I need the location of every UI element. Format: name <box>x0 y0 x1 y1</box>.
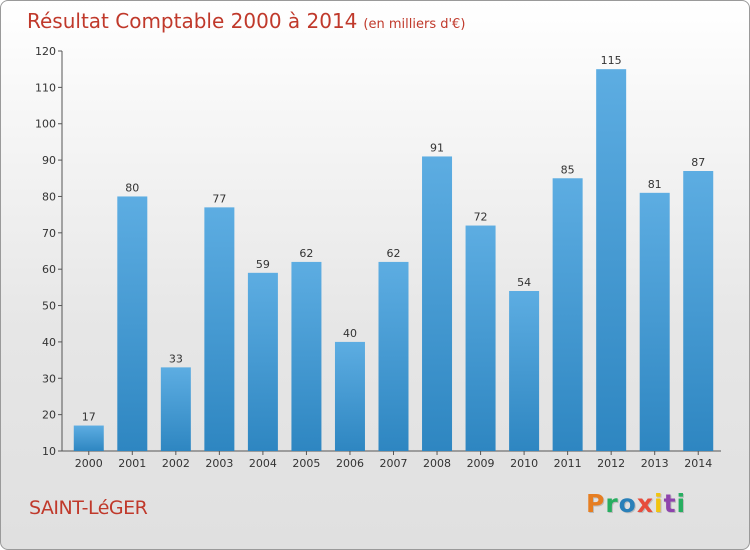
x-tick-label: 2003 <box>205 457 233 470</box>
x-tick-label: 2002 <box>162 457 190 470</box>
bar-value-label: 91 <box>430 141 444 154</box>
y-tick-label: 90 <box>42 154 56 167</box>
y-tick-label: 100 <box>35 118 56 131</box>
bar-value-label: 77 <box>212 192 226 205</box>
x-tick-label: 2014 <box>684 457 712 470</box>
x-tick-label: 2010 <box>510 457 538 470</box>
x-tick-label: 2001 <box>118 457 146 470</box>
chart-title: Résultat Comptable 2000 à 2014 (en millie… <box>27 9 465 33</box>
chart-subtitle: (en milliers d'€) <box>363 17 466 32</box>
bar-2000 <box>73 425 104 451</box>
bar-value-label: 40 <box>343 327 357 340</box>
bar-2009 <box>465 225 496 451</box>
y-tick-label: 50 <box>42 300 56 313</box>
bar-2012 <box>596 69 627 451</box>
x-tick-label: 2005 <box>292 457 320 470</box>
bar-2004 <box>247 272 278 451</box>
logo-letter: o <box>618 489 637 518</box>
bar-value-label: 59 <box>256 258 270 271</box>
bar-value-label: 54 <box>517 276 531 289</box>
x-tick-label: 2007 <box>380 457 408 470</box>
x-tick-label: 2013 <box>641 457 669 470</box>
y-tick-label: 70 <box>42 227 56 240</box>
x-tick-label: 2011 <box>554 457 582 470</box>
x-tick-label: 2006 <box>336 457 364 470</box>
bar-2005 <box>291 261 322 451</box>
logo-letter: x <box>636 489 654 518</box>
bar-value-label: 115 <box>601 54 622 67</box>
y-tick-label: 110 <box>35 81 56 94</box>
bar-value-label: 72 <box>474 211 488 224</box>
bar-value-label: 81 <box>648 178 662 191</box>
x-tick-label: 2000 <box>75 457 103 470</box>
bar-value-label: 33 <box>169 352 183 365</box>
y-tick-label: 80 <box>42 190 56 203</box>
bar-2003 <box>204 207 235 451</box>
chart-bars: 17 80 33 77 59 62 40 62 91 72 54 85 115 81 87 <box>73 54 714 452</box>
proxiti-logo: Proxiti <box>586 489 686 518</box>
bar-2002 <box>160 367 191 451</box>
y-tick-label: 30 <box>42 372 56 385</box>
chart-title-text: Résultat Comptable 2000 à 2014 <box>27 9 358 33</box>
logo-letter: i <box>676 489 687 518</box>
logo-letter: t <box>663 489 677 518</box>
bar-value-label: 62 <box>299 247 313 260</box>
bar-value-label: 17 <box>82 411 96 424</box>
bar-2006 <box>334 341 365 451</box>
y-tick-label: 20 <box>42 409 56 422</box>
y-tick-label: 60 <box>42 263 56 276</box>
city-name: SAINT-LéGER <box>29 497 148 519</box>
bar-2008 <box>422 156 453 452</box>
bar-2013 <box>639 192 670 451</box>
logo-letter: i <box>654 489 664 518</box>
bar-value-label: 85 <box>561 163 575 176</box>
bar-value-label: 87 <box>691 156 705 169</box>
y-tick-label: 120 <box>35 45 56 58</box>
bar-2010 <box>509 291 540 451</box>
x-tick-label: 2009 <box>467 457 495 470</box>
x-tick-label: 2004 <box>249 457 277 470</box>
logo-letter: P <box>586 489 606 518</box>
bar-value-label: 62 <box>387 247 401 260</box>
bar-2014 <box>683 171 714 451</box>
x-tick-label: 2008 <box>423 457 451 470</box>
bar-value-label: 80 <box>125 181 139 194</box>
y-tick-label: 40 <box>42 336 56 349</box>
x-tick-label: 2012 <box>597 457 625 470</box>
bar-2007 <box>378 261 409 451</box>
logo-letter: r <box>605 489 619 518</box>
chart-axes: 10 20 30 40 50 60 70 80 90 100 110 120 2000 2001 2002 2… <box>35 45 721 470</box>
bar-2001 <box>117 196 148 451</box>
bar-2011 <box>552 178 583 452</box>
y-tick-label: 10 <box>42 445 56 458</box>
